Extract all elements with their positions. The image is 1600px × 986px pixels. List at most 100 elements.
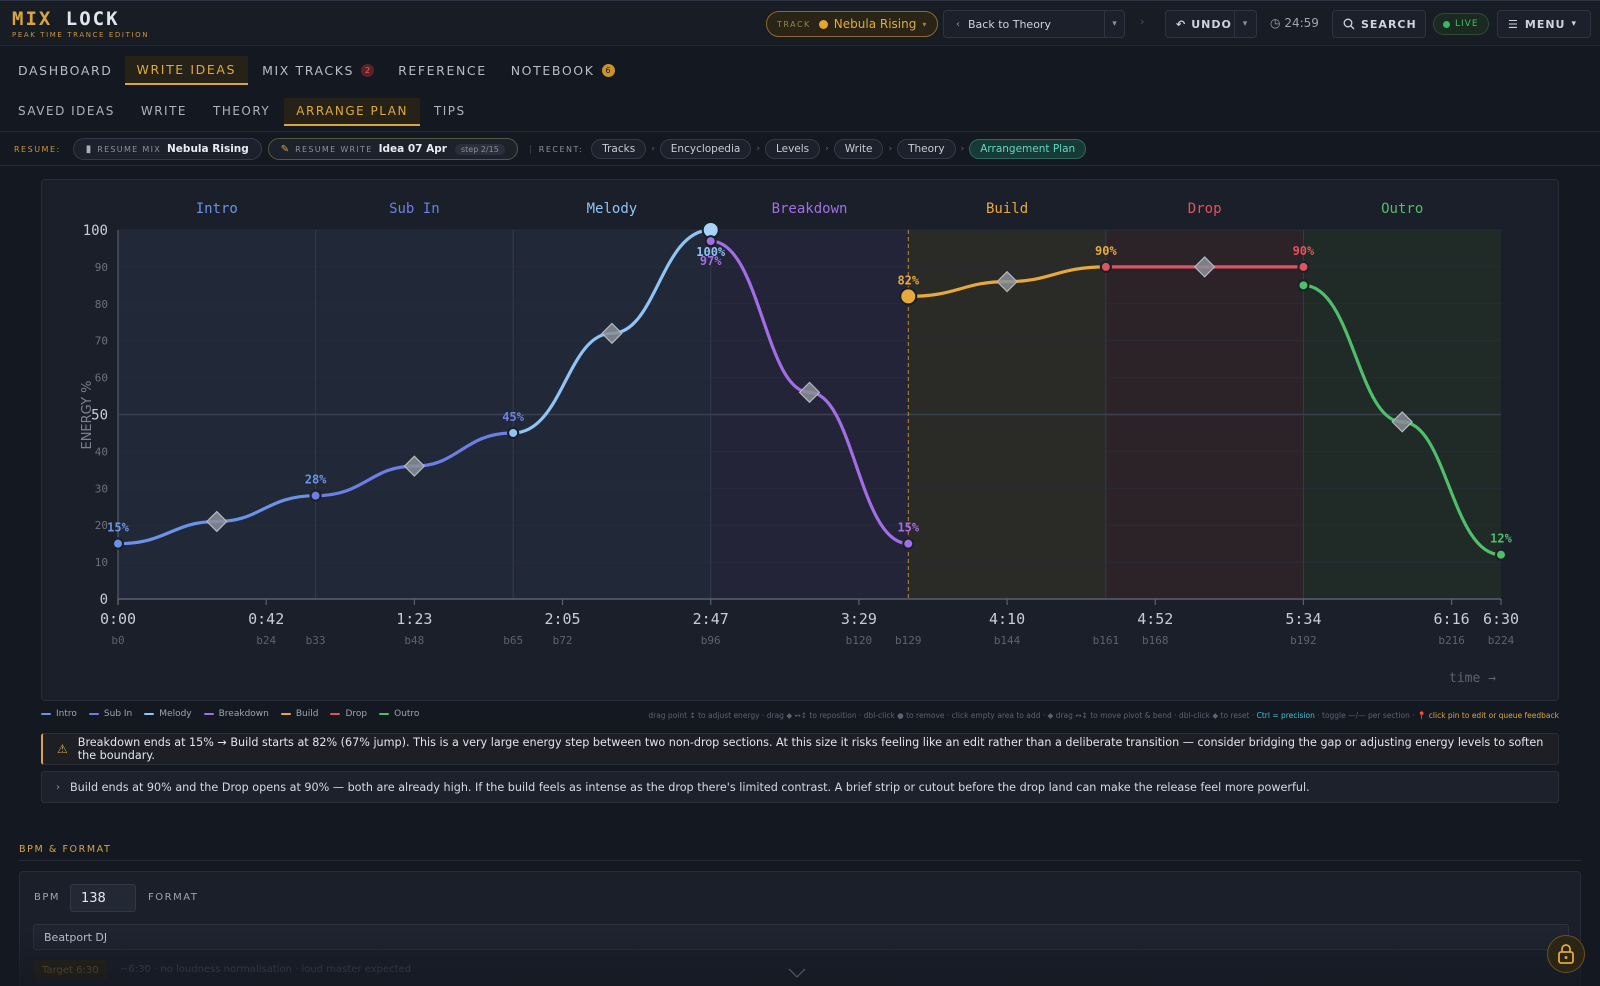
undo-button[interactable]: ↶ UNDO ▾ <box>1165 10 1257 38</box>
info-text: Build ends at 90% and the Drop opens at … <box>70 780 1310 794</box>
recent-chip-tracks[interactable]: Tracks <box>591 139 647 159</box>
legend-label: Intro <box>56 709 77 719</box>
subtab-write[interactable]: WRITE <box>140 104 187 118</box>
pivot-handle[interactable] <box>798 381 821 404</box>
contrast-notice[interactable]: › Build ends at 90% and the Drop opens a… <box>41 771 1559 803</box>
format-select[interactable]: Beatport DJ <box>33 924 1569 950</box>
pivot-handle[interactable] <box>1193 256 1216 278</box>
recent-chip-theory[interactable]: Theory <box>897 139 956 159</box>
energy-point[interactable] <box>507 426 520 439</box>
clock-icon: ◷ <box>1270 16 1281 30</box>
legend-label: Build <box>295 709 319 719</box>
recent-chip-arrangement-plan[interactable]: Arrangement Plan <box>969 139 1087 159</box>
menu-button[interactable]: ☰ MENU ▾ <box>1497 10 1591 38</box>
breadcrumb-separator: › <box>651 144 655 154</box>
subtab-arrange-plan[interactable]: ARRANGE PLAN <box>284 98 420 126</box>
back-history-dropdown[interactable]: ▾ <box>1104 11 1124 37</box>
value-label: 90% <box>1095 244 1117 258</box>
lock-icon <box>1558 944 1574 964</box>
recent-chip-encyclopedia[interactable]: Encyclopedia <box>659 139 752 159</box>
energy-point[interactable] <box>1495 548 1507 561</box>
resume-mix-name: Nebula Rising <box>167 143 249 155</box>
section-title: Outro <box>1381 201 1423 217</box>
pivot-handle[interactable] <box>996 270 1018 293</box>
subtab-tips[interactable]: TIPS <box>433 104 466 118</box>
resume-mix-chip[interactable]: ▮ RESUME MIX Nebula Rising <box>72 138 262 160</box>
energy-point[interactable] <box>1099 260 1112 273</box>
legend-swatch <box>280 713 291 715</box>
recent-chip-write[interactable]: Write <box>833 139 884 159</box>
chart-legend: Intro Sub In Melody Breakdown Build Drop Outro <box>41 709 431 719</box>
tab-notebook[interactable]: NOTEBOOK 6 <box>511 56 615 85</box>
value-label: 15% <box>897 521 919 535</box>
x-tick-label: 0:42 <box>248 610 284 628</box>
track-label: TRACK <box>777 19 811 29</box>
legend-item[interactable]: Melody <box>144 709 192 719</box>
bar-number-label: b48 <box>404 634 424 647</box>
app-logo[interactable]: MIX LOCK PEAK TIME TRANCE EDITION <box>12 9 149 39</box>
x-tick-label: 4:52 <box>1137 610 1173 628</box>
mix-file-icon: ▮ <box>85 143 92 155</box>
y-tick-label: 60 <box>95 372 108 385</box>
pivot-handle[interactable] <box>601 322 623 345</box>
tab-mix-tracks[interactable]: MIX TRACKS 2 <box>262 56 375 85</box>
lock-button[interactable] <box>1547 935 1585 973</box>
y-tick-label: 0 <box>100 592 108 608</box>
recent-chip-levels[interactable]: Levels <box>764 139 821 159</box>
bpm-input[interactable] <box>70 884 136 912</box>
legend-item[interactable]: Drop <box>330 709 367 719</box>
y-tick-label: 50 <box>91 408 108 424</box>
target-note: ~6:30 · no loudness normalisation · loud… <box>120 964 412 975</box>
subtab-theory[interactable]: THEORY <box>212 104 271 118</box>
legend-item[interactable]: Intro <box>41 709 77 719</box>
timer-value: 24:59 <box>1284 16 1319 30</box>
pencil-icon: ✎ <box>280 143 290 155</box>
hint-main: drag point ↕ to adjust energy · drag ◆ ↔… <box>648 711 1255 720</box>
scroll-down-icon[interactable] <box>788 968 806 978</box>
recent-label: RECENT: <box>529 144 583 154</box>
track-status-dot <box>818 19 828 29</box>
energy-point[interactable] <box>1297 279 1310 292</box>
energy-point[interactable] <box>112 537 124 550</box>
subtab-saved-ideas[interactable]: SAVED IDEAS <box>18 104 115 118</box>
legend-item[interactable]: Sub In <box>88 709 132 719</box>
energy-point[interactable] <box>704 235 717 248</box>
main-nav: DASHBOARD WRITE IDEAS MIX TRACKS 2 REFERE… <box>18 56 639 85</box>
energy-point[interactable] <box>1297 260 1310 273</box>
target-length-badge: Target 6:30 <box>34 960 107 980</box>
x-tick-label: 6:16 <box>1434 610 1470 628</box>
energy-chart[interactable]: 0 10 20 30 40 50 60 70 80 90 100 ENERGY % 0:00 0:42 1:… <box>42 180 1560 702</box>
value-label: 90% <box>1293 244 1315 258</box>
resume-divider <box>0 165 1600 166</box>
pivot-handle[interactable] <box>1391 411 1413 433</box>
energy-point[interactable] <box>902 537 915 550</box>
bar-number-label: b216 <box>1438 634 1465 647</box>
section-title: Breakdown <box>772 201 848 217</box>
pivot-handle[interactable] <box>403 455 426 477</box>
tab-dashboard[interactable]: DASHBOARD <box>18 56 113 85</box>
breadcrumb-separator: › <box>888 144 893 154</box>
search-button[interactable]: SEARCH <box>1332 10 1426 38</box>
legend-swatch <box>144 713 155 715</box>
undo-history-dropdown[interactable]: ▾ <box>1234 11 1256 37</box>
nav-divider <box>0 131 1600 132</box>
bar-number-label: b24 <box>256 634 276 647</box>
back-button-label: Back to Theory <box>968 17 1051 31</box>
legend-item[interactable]: Build <box>280 709 319 719</box>
legend-item[interactable]: Outro <box>379 709 419 719</box>
track-selector[interactable]: TRACK Nebula Rising ▾ <box>766 11 938 37</box>
pivot-handle[interactable] <box>206 510 228 533</box>
back-button[interactable]: ‹ Back to Theory ▾ <box>943 10 1125 38</box>
tab-reference[interactable]: REFERENCE <box>398 56 487 85</box>
energy-point[interactable] <box>899 287 918 306</box>
energy-point[interactable] <box>309 489 322 502</box>
logo-subtitle: PEAK TIME TRANCE EDITION <box>12 31 150 39</box>
step-badge: step 2/15 <box>454 143 505 155</box>
forward-arrow-icon[interactable]: › <box>1140 15 1145 28</box>
tab-write-ideas[interactable]: WRITE IDEAS <box>124 56 249 85</box>
bar-number-label: b120 <box>846 634 873 647</box>
resume-write-chip[interactable]: ✎ RESUME WRITE Idea 07 Apr step 2/15 <box>267 138 518 160</box>
legend-item[interactable]: Breakdown <box>203 709 269 719</box>
energy-chart-panel: 0 10 20 30 40 50 60 70 80 90 100 ENERGY % 0:00 0:42 1:… <box>41 179 1559 701</box>
tab-label: MIX TRACKS <box>262 63 355 78</box>
